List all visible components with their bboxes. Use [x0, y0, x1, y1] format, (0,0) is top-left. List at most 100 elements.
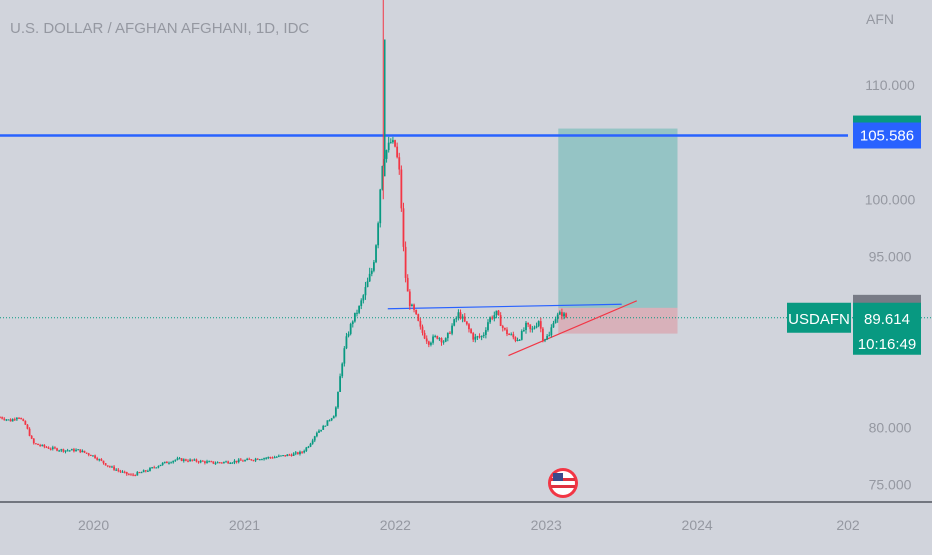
candle-body [3, 418, 6, 420]
candle-body [487, 322, 489, 331]
candle-body [529, 324, 532, 330]
candle-body [191, 459, 194, 461]
candle-body [548, 335, 551, 337]
candle-body [356, 312, 358, 314]
candle-body [296, 452, 299, 455]
candle-body [267, 457, 270, 459]
candle-body [417, 314, 420, 321]
candle-body [404, 246, 407, 278]
candle-body [197, 461, 200, 463]
candle-body [223, 461, 225, 463]
candle-body [45, 446, 48, 448]
candle-body [261, 459, 263, 461]
candle-body [252, 460, 255, 462]
candle-body [111, 466, 113, 468]
candle-body [305, 447, 308, 451]
candle-body [142, 470, 145, 473]
candle-body [341, 363, 344, 377]
candle-body [377, 223, 380, 246]
candle-body [256, 458, 259, 460]
y-tick-label: 75.000 [869, 477, 912, 493]
support-trendline[interactable] [508, 300, 637, 357]
candle-body [337, 391, 339, 408]
price-axis[interactable]: 75.000 80.000 95.000 100.000 110.000 [865, 77, 916, 492]
candle-body [349, 324, 352, 334]
candle-body [5, 419, 8, 421]
candle-body [100, 459, 103, 461]
candle-body [271, 457, 274, 459]
candle-body [286, 454, 289, 457]
candle-body [381, 166, 384, 190]
candle-body [451, 325, 453, 334]
x-tick-label: 2022 [380, 517, 411, 533]
candle-body [102, 460, 105, 464]
candle-body [421, 326, 424, 333]
us-flag-icon[interactable] [548, 468, 578, 498]
candle-body [15, 417, 18, 420]
candle-body [242, 460, 244, 462]
candle-body [330, 418, 333, 421]
last-price-box [853, 302, 921, 355]
candle-body [465, 321, 468, 325]
price-labels: 106.196105.58690.48388.227USDAFN89.61410… [787, 115, 921, 355]
x-tick-label: 2024 [682, 517, 713, 533]
candle-body [146, 470, 149, 472]
candle-body [212, 461, 215, 464]
symbol-badge[interactable]: USDAFN [788, 311, 850, 328]
candle-body [309, 443, 312, 447]
candle-body [516, 339, 519, 341]
candle-body [497, 310, 500, 316]
time-axis[interactable]: 2020 2021 2022 2023 2024 202 [78, 517, 860, 533]
candle-body [115, 469, 118, 471]
candle-body [480, 336, 483, 338]
candle-body [218, 462, 221, 464]
candle-body [353, 312, 356, 322]
candle-body [457, 312, 460, 318]
candle-body [123, 471, 126, 473]
candle-body [313, 436, 316, 441]
candle-body [108, 466, 111, 468]
x-tick-label: 2023 [531, 517, 562, 533]
symbol-badge-box [787, 302, 851, 333]
y-tick-label: 95.000 [869, 248, 912, 264]
candle-body [149, 468, 151, 471]
candle-body [140, 472, 143, 474]
candle-body [484, 330, 487, 335]
candle-body [322, 426, 325, 430]
candle-body [520, 330, 523, 340]
candle-body [343, 348, 346, 364]
candle-body [368, 273, 371, 282]
candle-body [449, 332, 451, 334]
candle-body [193, 459, 196, 461]
candle-body [54, 447, 56, 449]
x-tick-label: 2020 [78, 517, 109, 533]
candle-body [182, 459, 185, 461]
resistance-trendline[interactable] [387, 303, 622, 310]
candle-body [277, 455, 280, 457]
candle-body [440, 338, 443, 343]
candle-body [430, 342, 432, 345]
candle-body [508, 334, 511, 336]
candle-body [446, 332, 449, 339]
candle-body [332, 416, 335, 419]
candle-body [362, 295, 365, 301]
candle-body [459, 312, 462, 319]
candle-body [138, 472, 141, 474]
y-tick-label: 110.000 [865, 77, 915, 93]
candle-body [62, 449, 65, 452]
candle-body [56, 448, 58, 451]
candle-body [159, 464, 162, 467]
candle-body [370, 270, 373, 274]
candle-body [201, 460, 204, 462]
candle-body [533, 327, 536, 329]
candle-body [468, 324, 470, 330]
candle-body [546, 335, 549, 340]
candle-body [290, 454, 293, 456]
candle-body [178, 458, 181, 460]
candle-body [117, 469, 120, 471]
candle-body [163, 461, 166, 463]
candle-body [32, 438, 35, 444]
candle-body [206, 461, 208, 463]
